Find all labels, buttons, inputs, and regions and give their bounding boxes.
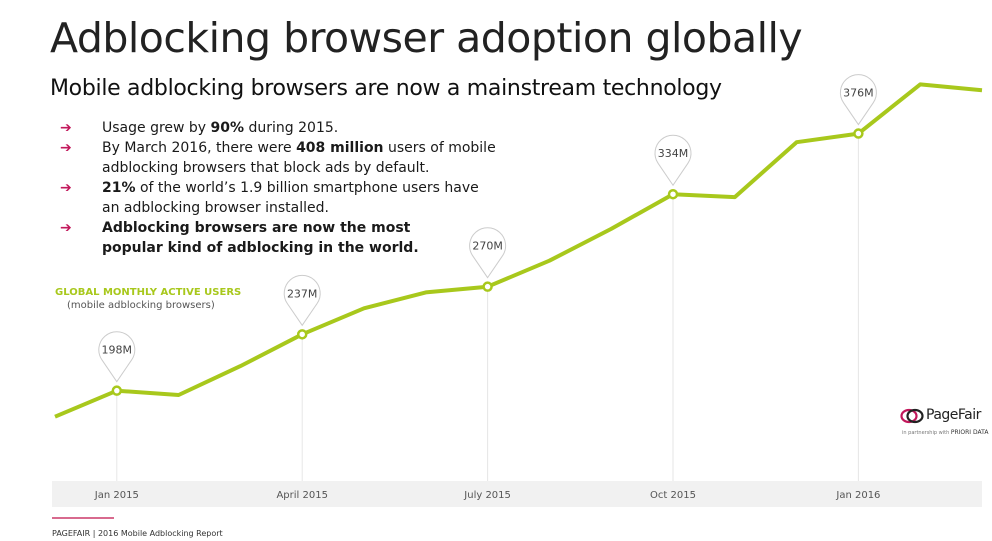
data-label: 334M (658, 147, 689, 160)
partner-prefix: in partnership with (902, 430, 950, 436)
data-label: 376M (843, 87, 874, 100)
x-tick-label: July 2015 (463, 490, 511, 501)
x-tick-label: Jan 2015 (94, 490, 139, 501)
data-label: 237M (287, 287, 318, 300)
logo-partner: in partnership with PRIORI DATA (902, 429, 988, 436)
legend-subtitle: (mobile adblocking browsers) (67, 300, 215, 311)
value-pin (839, 74, 877, 126)
pagefair-logo-icon (900, 408, 924, 424)
x-tick-label: April 2015 (276, 490, 327, 501)
bullet-item: ➔ By March 2016, there were 408 million … (60, 138, 500, 178)
legend-title: GLOBAL MONTHLY ACTIVE USERS (55, 287, 242, 298)
bullet-highlight: Adblocking browsers are now the most pop… (102, 220, 419, 256)
footer-text: PAGEFAIR | 2016 Mobile Adblocking Report (52, 529, 223, 538)
page-title: Adblocking browser adoption globally (50, 14, 803, 62)
bullet-highlight: 90% (210, 120, 245, 136)
value-pin (469, 227, 507, 279)
drop-lines (116, 138, 859, 481)
partner-name: PRIORI DATA (950, 429, 989, 436)
arrow-right-icon: ➔ (60, 220, 72, 236)
arrow-right-icon: ➔ (60, 140, 72, 156)
value-pins: 198M 237M 270M 334M 376M (98, 74, 877, 383)
data-point (296, 329, 308, 340)
x-axis-band (52, 481, 982, 507)
bullet-text: users of mobile adblocking browsers that… (102, 140, 496, 176)
bullet-highlight: 21% (102, 180, 136, 196)
bullet-text: of the world’s 1.9 billion smartphone us… (102, 180, 479, 216)
x-tick-labels: Jan 2015 April 2015 July 2015 Oct 2015 Jan 2… (94, 490, 881, 501)
bullet-item: ➔ Adblocking browsers are now the most p… (60, 218, 442, 258)
value-pin (654, 134, 692, 187)
series-line-group (54, 82, 983, 419)
bullet-text: By March 2016, there were (102, 140, 297, 156)
data-point (667, 188, 679, 200)
data-point (111, 385, 123, 396)
arrow-right-icon: ➔ (60, 120, 72, 136)
bullet-highlight: 408 million (296, 140, 384, 156)
data-point (482, 281, 493, 292)
data-point (853, 128, 864, 139)
bullet-item: ➔ Usage grew by 90% during 2015. (60, 118, 500, 138)
bullet-text: during 2015. (244, 120, 339, 136)
data-label: 198M (102, 344, 133, 357)
data-label: 270M (472, 240, 503, 253)
series-line (54, 82, 983, 419)
value-pin (98, 331, 136, 383)
logo-wordmark: PageFair (926, 407, 981, 423)
logo-wordmark-fair: Fair (957, 407, 982, 423)
logo-wordmark-page: Page (926, 407, 958, 423)
page-subtitle: Mobile adblocking browsers are now a mai… (50, 76, 722, 101)
value-pin (283, 274, 321, 327)
bullet-list: ➔ Usage grew by 90% during 2015. ➔ By Ma… (60, 118, 500, 258)
bullet-text: Usage grew by (102, 120, 211, 136)
pagefair-logo: PageFair in partnership with PRIORI DATA (900, 405, 988, 441)
footer-rule (52, 517, 114, 519)
data-points (111, 128, 864, 396)
x-tick-label: Oct 2015 (650, 490, 696, 501)
arrow-right-icon: ➔ (60, 180, 72, 196)
x-tick-label: Jan 2016 (835, 490, 880, 501)
bullet-item: ➔ 21% of the world’s 1.9 billion smartph… (60, 178, 500, 218)
